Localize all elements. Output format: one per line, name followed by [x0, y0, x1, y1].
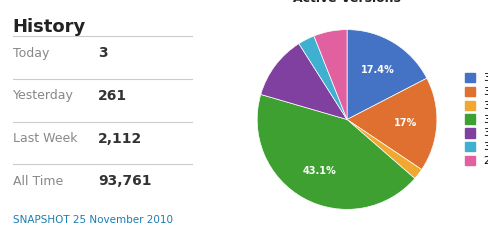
Text: 17%: 17%: [394, 118, 417, 128]
Text: Today: Today: [13, 47, 49, 60]
Text: Yesterday: Yesterday: [13, 89, 74, 102]
Wedge shape: [299, 36, 347, 120]
Wedge shape: [347, 30, 427, 120]
Text: 3: 3: [98, 46, 108, 60]
Text: 43.1%: 43.1%: [302, 166, 336, 176]
Text: 93,761: 93,761: [98, 174, 152, 188]
Legend: 3.3.3, 3.3.2, 3.3.1, 3.2.3, 3.2.2, 3.1, 2.2: 3.3.3, 3.3.2, 3.3.1, 3.2.3, 3.2.2, 3.1, …: [465, 73, 488, 166]
Text: 261: 261: [98, 89, 127, 103]
Text: SNAPSHOT 25 November 2010: SNAPSHOT 25 November 2010: [13, 215, 173, 225]
Wedge shape: [261, 44, 347, 120]
Wedge shape: [314, 30, 347, 120]
Text: All Time: All Time: [13, 175, 63, 188]
Wedge shape: [347, 78, 437, 169]
Wedge shape: [347, 120, 422, 179]
Text: Last Week: Last Week: [13, 132, 77, 145]
Text: History: History: [13, 18, 86, 36]
Text: 17.4%: 17.4%: [361, 65, 394, 75]
Title: Active Versions: Active Versions: [293, 0, 401, 5]
Text: 2,112: 2,112: [98, 132, 142, 146]
Wedge shape: [257, 94, 415, 209]
